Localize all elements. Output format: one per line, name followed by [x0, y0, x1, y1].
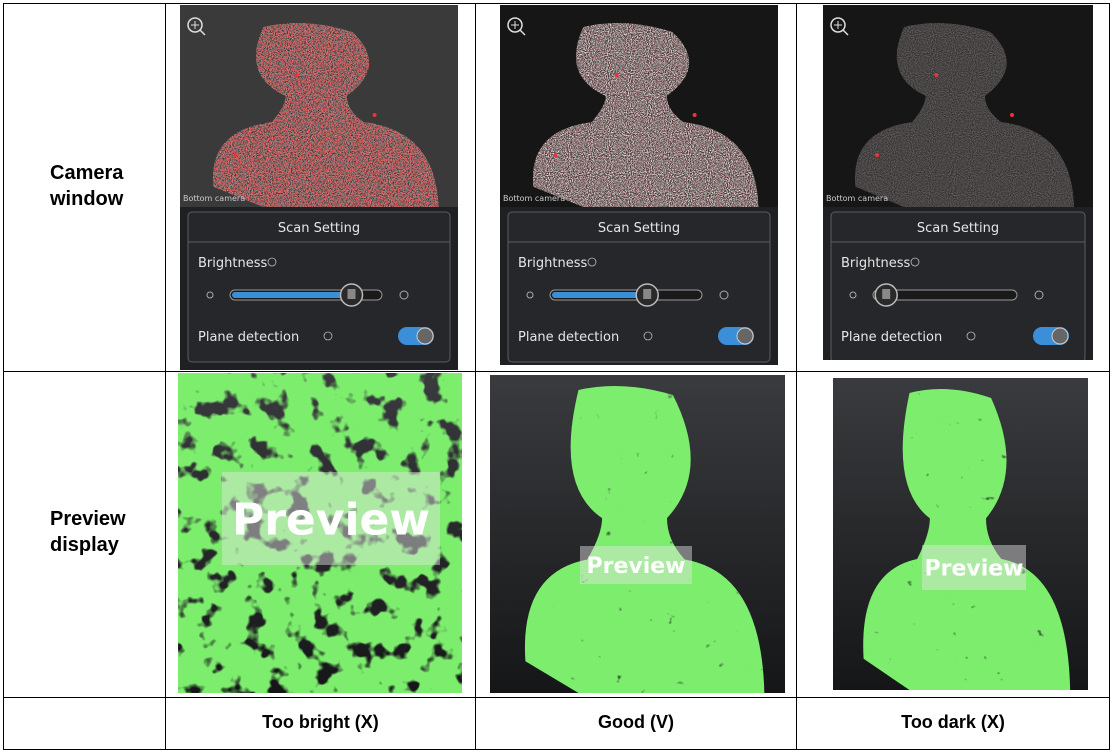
preview-label: Preview	[232, 494, 430, 545]
shape	[830, 17, 846, 33]
shape	[199, 29, 206, 36]
shape	[1034, 290, 1044, 300]
column-label: Too bright (X)	[262, 712, 379, 732]
point-cloud	[178, 373, 462, 693]
shape	[966, 331, 976, 341]
shape	[519, 29, 526, 36]
shape	[206, 291, 214, 299]
column-label: Good (V)	[598, 712, 674, 732]
shape	[842, 29, 849, 36]
shape	[526, 291, 534, 299]
shape	[233, 153, 238, 157]
rule	[796, 3, 797, 750]
camera-window: Bottom camera Scan Setting Brightness Pl…	[180, 5, 458, 370]
shape	[294, 73, 299, 77]
rule	[3, 749, 1110, 750]
shape	[587, 257, 597, 267]
camera-window: Bottom camera Scan Setting Brightness Pl…	[823, 5, 1093, 360]
preview-display: Preview	[178, 373, 462, 693]
shape	[552, 292, 642, 298]
shape	[399, 290, 409, 300]
shape	[692, 113, 697, 117]
shape	[872, 289, 1018, 301]
column-label: Too dark (X)	[901, 712, 1005, 732]
rule	[3, 371, 1110, 372]
shape	[323, 331, 333, 341]
rule	[475, 3, 476, 750]
rule	[3, 3, 1110, 4]
shape	[849, 291, 857, 299]
camera-caption: Bottom camera	[503, 194, 565, 203]
rule	[165, 3, 166, 750]
rule	[3, 697, 1110, 698]
preview-display: Preview	[833, 378, 1088, 690]
rule	[3, 3, 4, 750]
shape	[614, 73, 619, 77]
camera-caption: Bottom camera	[183, 194, 245, 203]
preview-box	[222, 472, 440, 565]
shape	[643, 289, 652, 299]
shape	[178, 373, 462, 693]
shape	[187, 17, 203, 33]
shape	[875, 153, 879, 157]
brightness-label: Brightness	[518, 256, 587, 271]
plane-label: Plane detection	[841, 330, 942, 345]
shape	[347, 289, 356, 299]
shape	[1010, 113, 1014, 117]
row-header: Preview display	[50, 508, 126, 556]
settings-panel	[187, 211, 451, 363]
shape	[372, 113, 377, 117]
shape	[416, 327, 434, 345]
brightness-label: Brightness	[841, 256, 910, 271]
row-header: Camera window	[50, 162, 124, 210]
rule	[1109, 3, 1110, 750]
shape	[507, 17, 523, 33]
shape	[643, 331, 653, 341]
shape	[1051, 327, 1069, 345]
panel-title: Scan Setting	[598, 221, 680, 236]
camera-caption: Bottom camera	[826, 194, 888, 203]
shape	[232, 292, 346, 298]
panel-title: Scan Setting	[278, 221, 360, 236]
preview-display: Preview	[490, 375, 785, 693]
shape	[553, 153, 558, 157]
plane-label: Plane detection	[518, 330, 619, 345]
preview-box	[580, 546, 692, 584]
panel-title: Scan Setting	[917, 221, 999, 236]
preview-label: Preview	[924, 556, 1023, 581]
shape	[882, 289, 891, 299]
shape	[910, 257, 920, 267]
camera-window: Bottom camera Scan Setting Brightness Pl…	[500, 5, 778, 365]
brightness-label: Brightness	[198, 256, 267, 271]
shape	[736, 327, 754, 345]
shape	[267, 257, 277, 267]
preview-label: Preview	[586, 554, 685, 579]
settings-panel	[830, 211, 1086, 360]
preview-box	[922, 545, 1026, 590]
shape	[719, 290, 729, 300]
plane-label: Plane detection	[198, 330, 299, 345]
shape	[934, 73, 939, 77]
